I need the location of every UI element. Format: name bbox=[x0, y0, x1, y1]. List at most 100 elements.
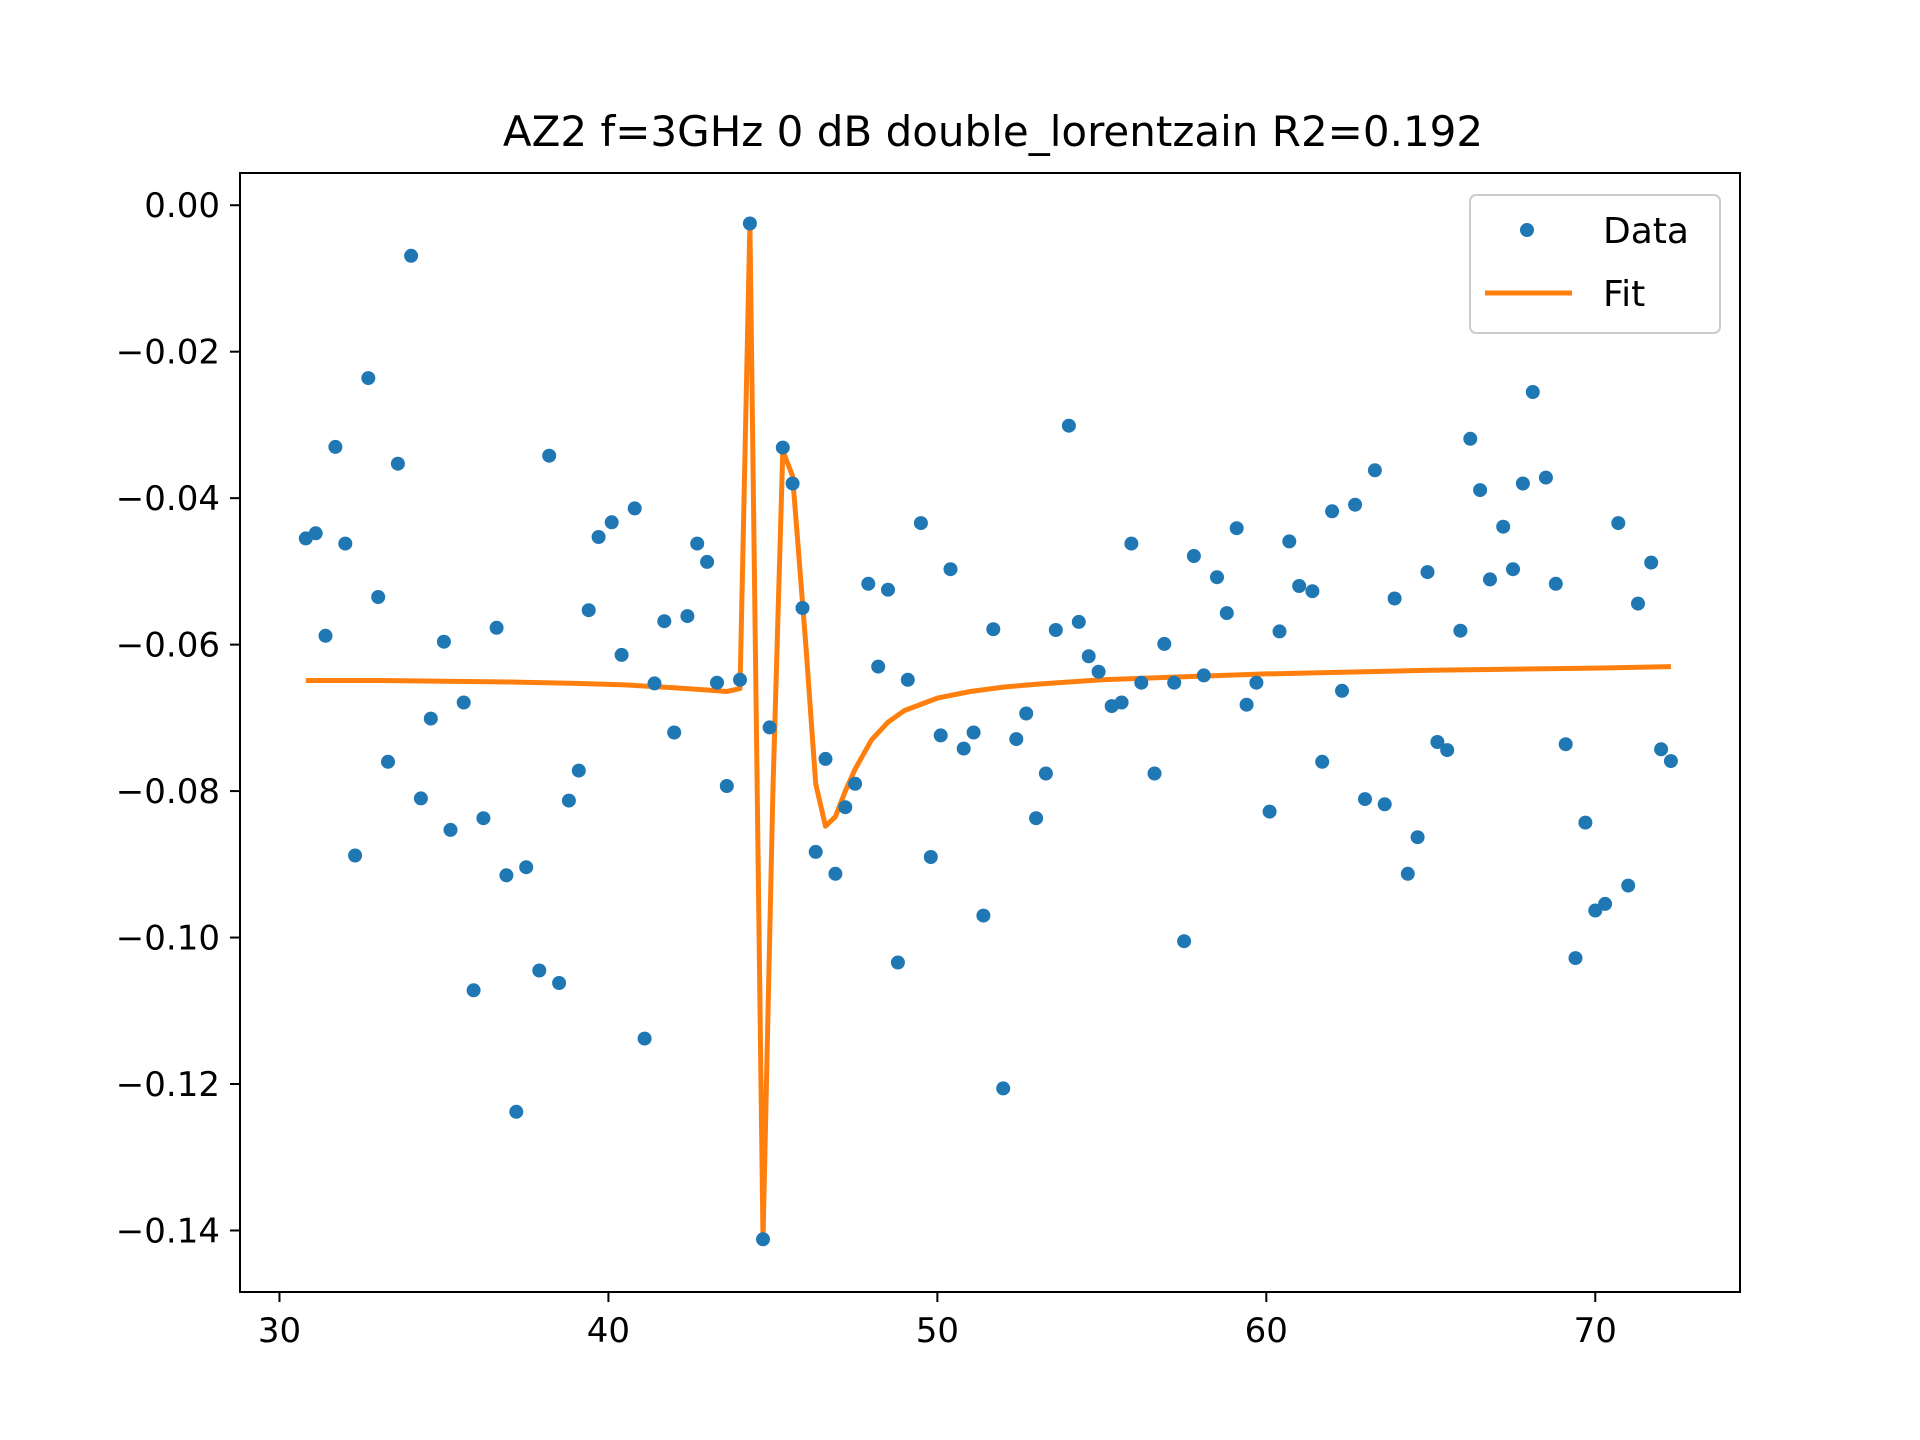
data-point bbox=[499, 868, 514, 883]
data-point bbox=[591, 530, 606, 544]
data-point bbox=[1134, 675, 1149, 690]
data-point bbox=[318, 628, 333, 643]
data-point bbox=[1196, 668, 1211, 683]
data-point bbox=[1631, 596, 1645, 611]
data-point bbox=[1654, 742, 1669, 757]
x-axis: 30 40 50 60 70 bbox=[258, 1292, 1617, 1351]
y-axis: 0.00 −0.02 −0.04 −0.06 −0.08 −0.10 −0.12 −0.14 bbox=[116, 186, 240, 1251]
data-point bbox=[1177, 934, 1192, 949]
data-point bbox=[795, 601, 810, 615]
data-point bbox=[571, 763, 586, 778]
data-point bbox=[443, 822, 458, 837]
data-point bbox=[361, 371, 376, 386]
data-point bbox=[561, 793, 576, 808]
data-point bbox=[390, 456, 405, 471]
data-point bbox=[404, 248, 419, 263]
data-point bbox=[1048, 623, 1063, 637]
data-point bbox=[1262, 804, 1277, 819]
legend: Data Fit bbox=[1469, 194, 1721, 334]
data-point bbox=[690, 536, 705, 551]
data-point bbox=[775, 440, 790, 455]
data-point bbox=[976, 908, 991, 923]
data-point bbox=[604, 515, 619, 530]
data-point bbox=[943, 562, 958, 577]
data-point bbox=[1453, 623, 1468, 638]
data-point bbox=[966, 725, 981, 740]
data-point bbox=[657, 614, 672, 629]
data-point bbox=[828, 866, 843, 881]
data-point bbox=[1410, 830, 1425, 845]
data-point bbox=[627, 501, 642, 516]
data-point bbox=[1400, 866, 1415, 881]
data-point bbox=[1358, 792, 1372, 807]
data-point bbox=[1420, 565, 1435, 580]
data-point bbox=[1239, 697, 1254, 712]
y-tick-label: −0.06 bbox=[116, 626, 220, 666]
data-point bbox=[881, 582, 895, 597]
data-point bbox=[1387, 591, 1402, 606]
data-point bbox=[1186, 549, 1201, 563]
y-tick-label: −0.10 bbox=[116, 919, 220, 959]
data-point bbox=[489, 620, 504, 635]
data-point bbox=[1029, 811, 1044, 826]
data-point bbox=[742, 216, 757, 231]
data-point bbox=[1473, 483, 1488, 498]
data-point bbox=[308, 526, 323, 541]
data-point bbox=[1367, 463, 1382, 478]
data-point bbox=[808, 844, 823, 859]
data-point bbox=[1568, 951, 1583, 966]
data-point bbox=[509, 1104, 524, 1119]
data-point bbox=[1440, 743, 1455, 758]
data-point bbox=[1249, 675, 1264, 690]
data-point bbox=[1548, 576, 1563, 591]
chart-title: AZ2 f=3GHz 0 dB double_lorentzain R2=0.1… bbox=[503, 107, 1483, 156]
data-point bbox=[637, 1031, 652, 1046]
data-point bbox=[848, 776, 863, 791]
data-point bbox=[996, 1081, 1011, 1096]
data-point bbox=[1515, 476, 1530, 491]
data-point bbox=[519, 860, 534, 875]
data-point bbox=[532, 963, 547, 978]
data-point bbox=[1282, 534, 1297, 549]
data-point bbox=[818, 751, 833, 766]
data-point bbox=[1167, 675, 1182, 690]
y-tick-label: −0.14 bbox=[116, 1211, 220, 1251]
data-point bbox=[785, 476, 800, 491]
data-point bbox=[614, 647, 629, 662]
data-point bbox=[1611, 516, 1626, 531]
data-point bbox=[413, 791, 428, 806]
data-point bbox=[1157, 636, 1172, 651]
plot-area bbox=[298, 216, 1678, 1247]
data-point bbox=[1325, 504, 1340, 519]
data-point bbox=[1644, 555, 1659, 570]
y-tick-label: −0.08 bbox=[116, 772, 220, 812]
data-point bbox=[1348, 497, 1363, 512]
data-point bbox=[338, 536, 353, 551]
data-point bbox=[756, 1232, 770, 1247]
data-point bbox=[381, 754, 395, 769]
data-point bbox=[1272, 624, 1287, 639]
data-point bbox=[923, 850, 938, 864]
data-point bbox=[1124, 536, 1139, 551]
data-point bbox=[1091, 664, 1106, 679]
data-point bbox=[1147, 766, 1162, 781]
data-point bbox=[1009, 732, 1024, 747]
data-point bbox=[680, 609, 695, 624]
data-point bbox=[1335, 683, 1349, 698]
data-point bbox=[1483, 572, 1497, 587]
data-point bbox=[890, 955, 905, 970]
data-point bbox=[1538, 470, 1553, 485]
data-point bbox=[542, 448, 557, 463]
x-tick-label: 70 bbox=[1574, 1311, 1617, 1351]
data-point bbox=[1019, 706, 1034, 721]
data-point bbox=[1663, 754, 1678, 769]
data-point bbox=[371, 590, 386, 604]
data-point bbox=[647, 676, 662, 691]
data-point bbox=[1114, 695, 1129, 710]
data-point bbox=[581, 603, 596, 618]
x-tick-label: 30 bbox=[258, 1311, 301, 1351]
data-point bbox=[1061, 418, 1076, 433]
data-point bbox=[1315, 754, 1330, 769]
data-point bbox=[762, 720, 777, 735]
data-point bbox=[1506, 562, 1520, 577]
